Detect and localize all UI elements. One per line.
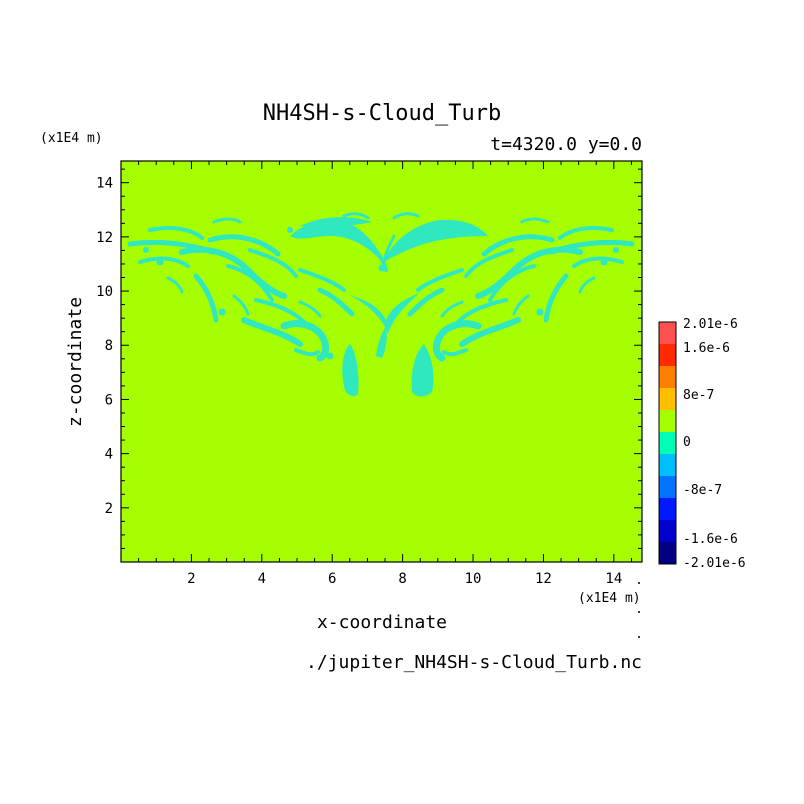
y-tick-label: 10 [96, 284, 113, 300]
colorbar-label: -2.01e-6 [683, 556, 746, 571]
y-tick-label: 12 [96, 230, 113, 246]
colorbar-swatch [659, 432, 676, 455]
colorbar-label: 0 [683, 435, 691, 450]
plot-background [121, 161, 642, 562]
x-tick-label: 6 [328, 571, 336, 587]
colorbar-label: 1.6e-6 [683, 341, 730, 356]
marker-dot [638, 582, 640, 584]
cap-top [300, 217, 372, 227]
colorbar-label: -8e-7 [683, 483, 722, 498]
colorbar-label: -1.6e-6 [683, 532, 738, 547]
x-tick-label: 4 [258, 571, 266, 587]
colorbar-swatch [659, 344, 676, 367]
chart-title: NH4SH-s-Cloud_Turb [263, 101, 501, 126]
y-tick-label: 2 [105, 501, 113, 517]
colorbar-swatch [659, 454, 676, 477]
x-unit-label: (x1E4 m) [578, 591, 641, 606]
cap-left [290, 219, 382, 262]
plot-frame [120, 160, 643, 563]
colorbar-swatch [659, 322, 676, 345]
marker-dot [638, 636, 640, 638]
y-unit-label: (x1E4 m) [40, 131, 103, 146]
colorbar-frame [658, 321, 677, 565]
colorbar: 2.01e-6 1.6e-6 8e-7 0 -8e-7 -1.6e-6 -2.01e-6 [658, 317, 746, 571]
cap-right [384, 219, 488, 262]
x-tick-label: 14 [605, 571, 622, 587]
colorbar-swatch [659, 366, 676, 389]
x-tick-label: 2 [187, 571, 195, 587]
chart-subtitle: t=4320.0 y=0.0 [490, 134, 642, 155]
source-file-label: ./jupiter_NH4SH-s-Cloud_Turb.nc [306, 652, 642, 673]
x-tick-label: 8 [398, 571, 406, 587]
colorbar-label: 8e-7 [683, 388, 714, 403]
colorbar-swatch [659, 388, 676, 411]
axes: 2 4 6 8 10 12 14 2 4 6 8 10 12 14 [96, 161, 642, 587]
colorbar-swatch [659, 410, 676, 433]
x-axis-label: x-coordinate [317, 612, 447, 633]
cloud-features [127, 212, 635, 397]
stem-center [376, 326, 387, 358]
x-tick-label: 12 [535, 571, 552, 587]
stem-left [342, 344, 359, 397]
colorbar-swatch [659, 520, 676, 543]
y-tick-label: 4 [105, 447, 113, 463]
y-tick-label: 6 [105, 392, 113, 408]
center-plume [348, 292, 420, 334]
colorbar-label: 2.01e-6 [683, 317, 738, 332]
colorbar-swatch [659, 476, 676, 499]
colorbar-swatch [659, 498, 676, 521]
marker-dot [638, 611, 640, 613]
y-tick-label: 8 [105, 338, 113, 354]
colorbar-swatch [659, 542, 676, 565]
x-tick-label: 10 [465, 571, 482, 587]
y-tick-label: 14 [96, 176, 113, 192]
y-axis-label: z-coordinate [65, 297, 86, 427]
stem-right [411, 344, 434, 397]
